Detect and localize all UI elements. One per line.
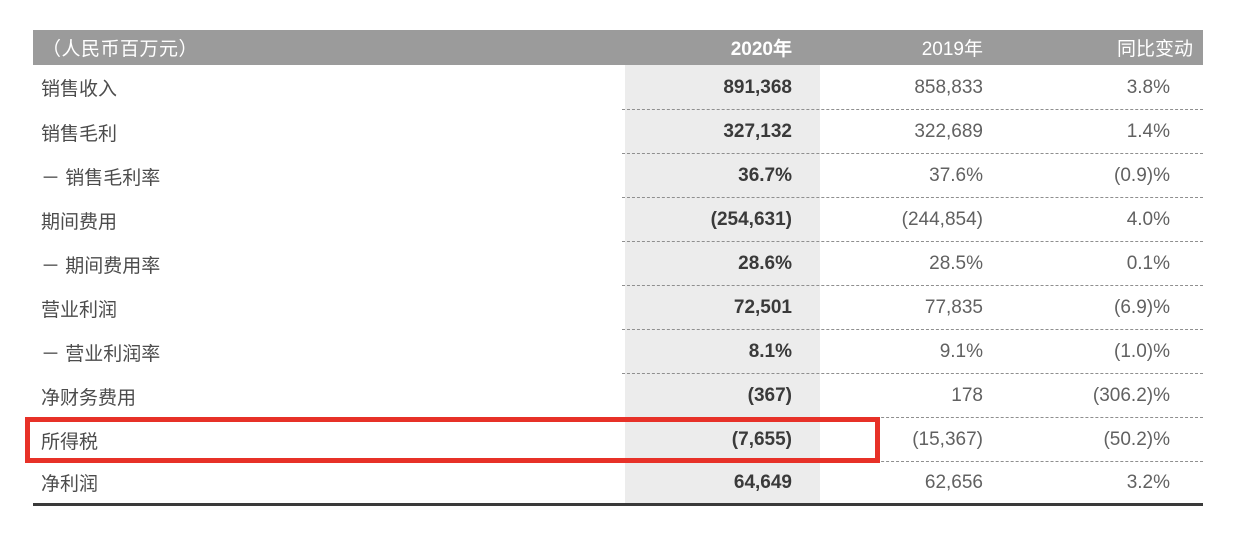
row-separator-dashed-line: [622, 329, 1203, 330]
value-yoy-change: 3.2%: [1126, 471, 1170, 493]
table-row: 营业利润 72,501 77,835 (6.9)%: [33, 286, 1203, 330]
value-2019: 322,689: [914, 121, 983, 142]
value-yoy-change: 3.8%: [1126, 76, 1170, 98]
table-body: 销售收入 891,368 858,833 3.8% 销售毛利 327,132 3…: [33, 65, 1203, 503]
value-2020: 8.1%: [748, 341, 792, 362]
value-yoy-change: (50.2)%: [1103, 429, 1170, 450]
table-row: 销售收入 891,368 858,833 3.8%: [33, 65, 1203, 110]
row-separator-dashed-line: [622, 285, 1203, 286]
value-2019: (244,854): [901, 209, 983, 230]
value-yoy-change: 0.1%: [1126, 253, 1170, 274]
value-yoy-change: (1.0)%: [1114, 341, 1170, 362]
value-2020: 28.6%: [738, 253, 792, 274]
column-header-2019: 2019年: [921, 39, 983, 60]
row-separator-dashed-line: [622, 153, 1203, 154]
value-2020: 891,368: [723, 76, 792, 98]
row-separator-dashed-line: [622, 417, 1203, 418]
value-2019: 28.5%: [929, 253, 983, 274]
value-2019: 77,835: [924, 297, 983, 318]
row-label: 净财务费用: [41, 387, 137, 409]
value-2019: (15,367): [912, 429, 983, 450]
row-separator-dashed-line: [622, 373, 1203, 374]
row-label: 所得税: [41, 431, 99, 453]
table-row: － 销售毛利率 36.7% 37.6% (0.9)%: [33, 154, 1203, 198]
table-row: 净财务费用 (367) 178 (306.2)%: [33, 374, 1203, 418]
value-2019: 62,656: [924, 471, 983, 493]
value-2020: (367): [747, 385, 792, 406]
value-2020: (7,655): [731, 429, 792, 450]
row-separator-dashed-line: [622, 241, 1203, 242]
row-label: － 营业利润率: [41, 343, 161, 365]
row-label: 销售毛利: [41, 123, 118, 145]
table-row: － 营业利润率 8.1% 9.1% (1.0)%: [33, 330, 1203, 374]
value-2019: 9.1%: [939, 341, 983, 362]
row-label: 净利润: [41, 474, 99, 495]
row-separator-dashed-line: [622, 461, 1203, 462]
value-yoy-change: (0.9)%: [1114, 165, 1170, 186]
value-yoy-change: 4.0%: [1126, 209, 1170, 230]
value-2020: 72,501: [733, 297, 792, 318]
row-separator-dashed-line: [622, 197, 1203, 198]
table-row: 所得税 (7,655) (15,367) (50.2)%: [33, 418, 1203, 462]
row-label: 营业利润: [41, 299, 118, 321]
row-label: － 销售毛利率: [41, 167, 161, 189]
value-2020: 64,649: [733, 471, 792, 493]
value-yoy-change: 1.4%: [1126, 121, 1170, 142]
value-2020: 327,132: [723, 121, 792, 142]
table-header-row: （人民币百万元） 2020年 2019年 同比变动: [33, 30, 1203, 65]
table-row: － 期间费用率 28.6% 28.5% 0.1%: [33, 242, 1203, 286]
column-header-2020: 2020年: [730, 39, 792, 60]
row-label: 销售收入: [41, 79, 118, 100]
table-row: 净利润 64,649 62,656 3.2%: [33, 462, 1203, 503]
table-row: 销售毛利 327,132 322,689 1.4%: [33, 110, 1203, 154]
column-2020-highlight-band: [625, 65, 820, 503]
value-yoy-change: (6.9)%: [1114, 297, 1170, 318]
value-2020: (254,631): [710, 209, 792, 230]
table-row: 期间费用 (254,631) (244,854) 4.0%: [33, 198, 1203, 242]
value-2019: 37.6%: [929, 165, 983, 186]
column-header-yoy-change: 同比变动: [1116, 39, 1193, 60]
value-2020: 36.7%: [738, 165, 792, 186]
unit-label: （人民币百万元）: [42, 39, 199, 60]
value-2019: 178: [951, 385, 983, 406]
financial-summary-table: （人民币百万元） 2020年 2019年 同比变动 销售收入 891,368 8…: [25, 30, 1203, 506]
red-annotation-box: [25, 417, 880, 463]
value-2019: 858,833: [914, 76, 983, 98]
row-separator-dashed-line: [622, 109, 1203, 110]
row-label: 期间费用: [41, 211, 118, 233]
value-yoy-change: (306.2)%: [1092, 385, 1170, 406]
row-label: － 期间费用率: [41, 255, 161, 277]
